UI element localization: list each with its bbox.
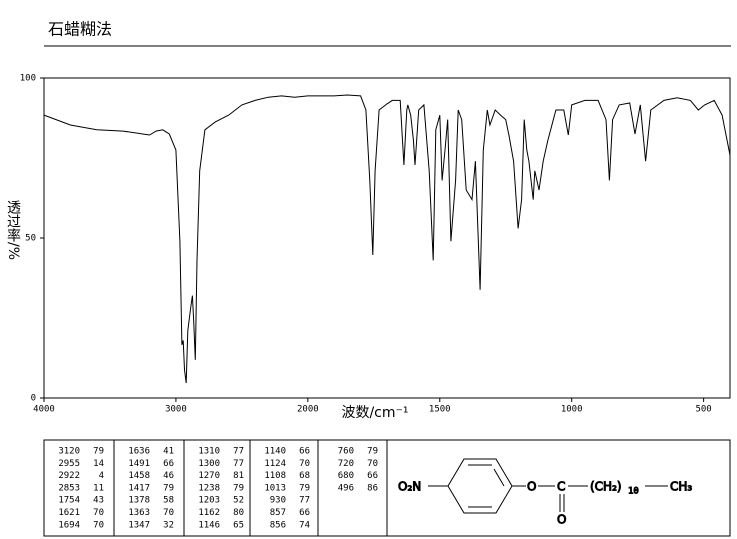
structure-label: O bbox=[527, 480, 536, 494]
structure-label: CH₃ bbox=[670, 480, 692, 494]
peak-transmittance: 70 bbox=[299, 459, 310, 469]
peak-wavenumber: 760 bbox=[338, 447, 354, 457]
peak-wavenumber: 1140 bbox=[264, 447, 286, 457]
plot-frame bbox=[43, 77, 731, 399]
chart-title: 石蜡糊法 bbox=[48, 20, 112, 39]
peak-wavenumber: 930 bbox=[270, 496, 286, 506]
peak-transmittance: 77 bbox=[233, 447, 244, 457]
bond bbox=[493, 468, 505, 487]
peak-transmittance: 74 bbox=[299, 520, 310, 530]
peak-transmittance: 79 bbox=[233, 483, 244, 493]
peak-transmittance: 70 bbox=[163, 508, 174, 518]
spectrum-line bbox=[43, 94, 731, 384]
peak-wavenumber: 857 bbox=[270, 508, 286, 518]
x-tick-label: 3000 bbox=[165, 405, 187, 415]
peak-wavenumber: 3120 bbox=[58, 447, 80, 457]
peak-wavenumber: 1458 bbox=[128, 471, 150, 481]
peak-wavenumber: 1013 bbox=[264, 483, 286, 493]
peak-transmittance: 66 bbox=[299, 447, 310, 457]
peak-transmittance: 66 bbox=[299, 508, 310, 518]
peak-transmittance: 86 bbox=[367, 483, 378, 493]
peak-wavenumber: 1310 bbox=[198, 447, 220, 457]
peak-transmittance: 79 bbox=[93, 447, 104, 457]
peak-wavenumber: 1636 bbox=[128, 447, 150, 457]
peak-transmittance: 11 bbox=[93, 483, 104, 493]
y-tick-label: 100 bbox=[20, 74, 36, 84]
structure-label: O₂N bbox=[398, 480, 421, 494]
peak-transmittance: 43 bbox=[93, 496, 104, 506]
peak-wavenumber: 496 bbox=[338, 483, 354, 493]
peak-transmittance: 77 bbox=[299, 496, 310, 506]
peak-transmittance: 65 bbox=[233, 520, 244, 530]
x-axis-label: 波数/cm⁻¹ bbox=[341, 405, 408, 421]
peak-wavenumber: 1162 bbox=[198, 508, 220, 518]
peak-transmittance: 66 bbox=[163, 459, 174, 469]
benzene-ring bbox=[447, 458, 513, 514]
peak-wavenumber: 1238 bbox=[198, 483, 220, 493]
peak-wavenumber: 856 bbox=[270, 520, 286, 530]
peak-transmittance: 79 bbox=[299, 483, 310, 493]
peak-wavenumber: 1124 bbox=[264, 459, 286, 469]
peak-wavenumber: 1300 bbox=[198, 459, 220, 469]
x-tick-label: 1500 bbox=[429, 405, 451, 415]
peak-transmittance: 46 bbox=[163, 471, 174, 481]
peak-transmittance: 79 bbox=[367, 447, 378, 457]
peak-wavenumber: 2955 bbox=[58, 459, 80, 469]
peak-transmittance: 79 bbox=[163, 483, 174, 493]
x-tick-label: 1000 bbox=[561, 405, 583, 415]
x-tick-label: 500 bbox=[695, 405, 711, 415]
peak-wavenumber: 1491 bbox=[128, 459, 150, 469]
x-tick-label: 4000 bbox=[33, 405, 55, 415]
x-tick-label: 2000 bbox=[297, 405, 319, 415]
peak-transmittance: 14 bbox=[93, 459, 104, 469]
peak-wavenumber: 1417 bbox=[128, 483, 150, 493]
structure-label: O bbox=[557, 513, 566, 527]
peak-wavenumber: 1378 bbox=[128, 496, 150, 506]
peak-wavenumber: 720 bbox=[338, 459, 354, 469]
peak-transmittance: 52 bbox=[233, 496, 244, 506]
peak-transmittance: 58 bbox=[163, 496, 174, 506]
peak-transmittance: 80 bbox=[233, 508, 244, 518]
peak-wavenumber: 1108 bbox=[264, 471, 286, 481]
peak-wavenumber: 1363 bbox=[128, 508, 150, 518]
peak-transmittance: 70 bbox=[367, 459, 378, 469]
peak-wavenumber: 1621 bbox=[58, 508, 80, 518]
peak-transmittance: 4 bbox=[99, 471, 104, 481]
structure-label: C bbox=[557, 480, 565, 494]
structure-label: 10 bbox=[628, 487, 639, 497]
y-axis-label: 透过率/% bbox=[5, 200, 21, 260]
peak-transmittance: 41 bbox=[163, 447, 174, 457]
peak-wavenumber: 1694 bbox=[58, 520, 80, 530]
y-tick-label: 50 bbox=[25, 234, 36, 244]
peak-wavenumber: 1754 bbox=[58, 496, 80, 506]
peak-wavenumber: 2922 bbox=[58, 471, 80, 481]
peak-wavenumber: 1347 bbox=[128, 520, 150, 530]
peak-transmittance: 81 bbox=[233, 471, 244, 481]
peak-transmittance: 68 bbox=[299, 471, 310, 481]
y-tick-label: 0 bbox=[31, 394, 36, 404]
peak-wavenumber: 2853 bbox=[58, 483, 80, 493]
peak-transmittance: 66 bbox=[367, 471, 378, 481]
peak-transmittance: 77 bbox=[233, 459, 244, 469]
peak-wavenumber: 1203 bbox=[198, 496, 220, 506]
peak-wavenumber: 1270 bbox=[198, 471, 220, 481]
peak-wavenumber: 680 bbox=[338, 471, 354, 481]
peak-transmittance: 70 bbox=[93, 508, 104, 518]
structure-label: (CH₂) bbox=[590, 480, 622, 494]
peak-transmittance: 32 bbox=[163, 520, 174, 530]
structure: O₂N O C O (CH₂) 10 CH₃ bbox=[398, 458, 693, 527]
peak-transmittance: 70 bbox=[93, 520, 104, 530]
peak-wavenumber: 1146 bbox=[198, 520, 220, 530]
column-dividers bbox=[113, 440, 388, 536]
